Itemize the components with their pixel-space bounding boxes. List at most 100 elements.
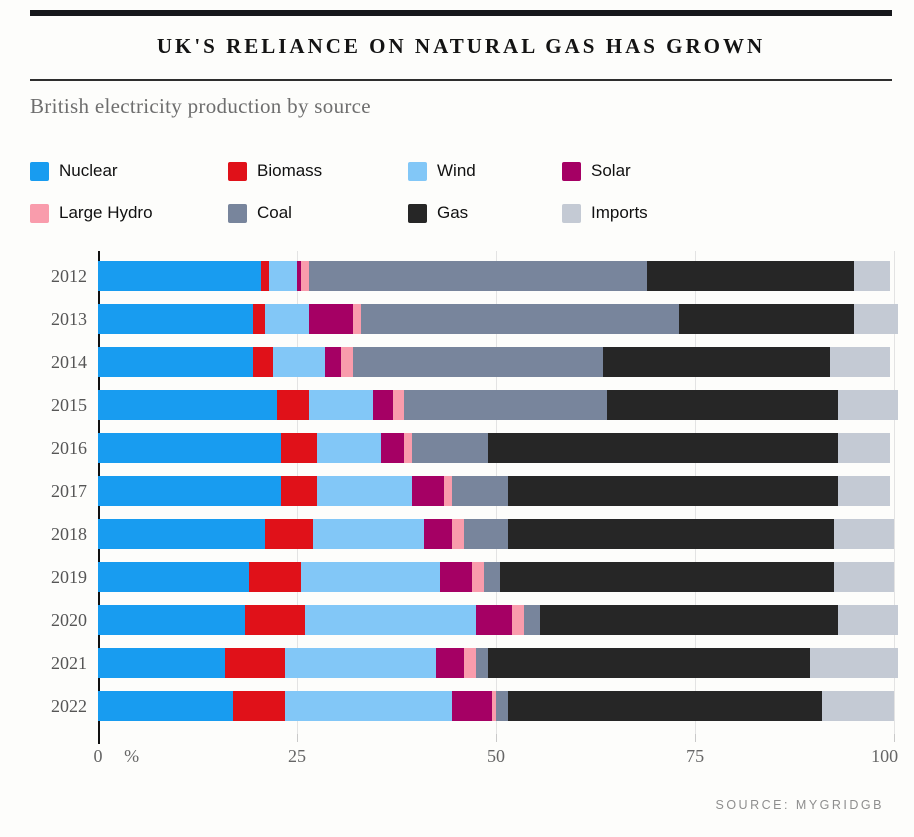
legend-label: Biomass xyxy=(257,161,323,180)
segment-gas-2020 xyxy=(539,605,839,635)
gas-swatch xyxy=(408,203,427,223)
segment-solar-2012 xyxy=(297,261,301,291)
segment-large-hydro-2016 xyxy=(404,433,413,463)
legend-item-gas: Gas xyxy=(408,203,562,223)
nuclear-swatch xyxy=(30,161,49,181)
legend-item-wind: Wind xyxy=(408,161,562,181)
segment-imports-2022 xyxy=(822,691,895,721)
segment-biomass-2014 xyxy=(253,347,274,377)
tick-mark-75 xyxy=(695,734,697,742)
segment-imports-2015 xyxy=(838,390,899,420)
segment-large-hydro-2015 xyxy=(392,390,405,420)
segment-biomass-2016 xyxy=(281,433,317,463)
year-label-2017: 2017 xyxy=(51,480,87,501)
year-label-2015: 2015 xyxy=(51,394,87,415)
x-tick-label-100: 100 xyxy=(871,746,899,766)
segment-gas-2015 xyxy=(607,390,839,420)
segment-gas-2019 xyxy=(500,562,835,592)
bar-row-2013 xyxy=(98,304,914,334)
legend-item-solar: Solar xyxy=(562,161,894,181)
segment-coal-2019 xyxy=(484,562,500,592)
segment-biomass-2013 xyxy=(253,304,266,334)
segment-wind-2022 xyxy=(285,691,453,721)
segment-solar-2021 xyxy=(436,648,465,678)
segment-solar-2016 xyxy=(380,433,405,463)
legend-label: Gas xyxy=(437,203,469,222)
segment-nuclear-2021 xyxy=(98,648,226,678)
segment-large-hydro-2021 xyxy=(464,648,477,678)
segment-solar-2014 xyxy=(324,347,341,377)
segment-wind-2019 xyxy=(300,562,441,592)
segment-biomass-2012 xyxy=(261,261,270,291)
segment-imports-2013 xyxy=(854,304,899,334)
segment-nuclear-2014 xyxy=(98,347,254,377)
segment-gas-2021 xyxy=(488,648,811,678)
segment-solar-2015 xyxy=(372,390,393,420)
segment-imports-2014 xyxy=(830,347,891,377)
segment-nuclear-2012 xyxy=(98,261,262,291)
segment-imports-2021 xyxy=(810,648,899,678)
divider-line xyxy=(30,79,892,81)
segment-imports-2016 xyxy=(838,433,891,463)
segment-biomass-2021 xyxy=(225,648,286,678)
segment-coal-2014 xyxy=(352,347,604,377)
year-label-2012: 2012 xyxy=(51,265,87,286)
segment-imports-2019 xyxy=(834,562,895,592)
segment-coal-2012 xyxy=(308,261,648,291)
segment-wind-2016 xyxy=(316,433,381,463)
stacked-bar-chart: 2012 2013 2014 2015 2016 2017 2018 2019 2020 2021… xyxy=(30,251,914,744)
x-tick-label-75: 75 xyxy=(686,746,705,766)
segment-nuclear-2013 xyxy=(98,304,254,334)
segment-coal-2021 xyxy=(476,648,489,678)
segment-gas-2022 xyxy=(507,691,823,721)
segment-gas-2017 xyxy=(507,476,839,506)
source-credit: SOURCE: MYGRIDGB xyxy=(715,798,884,812)
segment-large-hydro-2013 xyxy=(352,304,361,334)
segment-gas-2014 xyxy=(603,347,831,377)
bar-row-2020 xyxy=(98,605,914,635)
segment-coal-2018 xyxy=(464,519,508,549)
x-axis: 0% 25 50 75 100 xyxy=(94,746,914,768)
year-label-2013: 2013 xyxy=(51,308,87,329)
segment-nuclear-2022 xyxy=(98,691,234,721)
segment-nuclear-2017 xyxy=(98,476,282,506)
segment-coal-2022 xyxy=(496,691,508,721)
segment-wind-2017 xyxy=(316,476,413,506)
segment-coal-2020 xyxy=(523,605,540,635)
segment-wind-2018 xyxy=(312,519,425,549)
tick-mark-100 xyxy=(894,734,896,742)
segment-biomass-2020 xyxy=(245,605,305,635)
tick-mark-50 xyxy=(496,734,498,742)
year-label-2021: 2021 xyxy=(51,652,87,673)
segment-biomass-2019 xyxy=(249,562,301,592)
x-tick-label-25: 25 xyxy=(288,746,307,766)
segment-wind-2015 xyxy=(308,390,373,420)
bar-row-2017 xyxy=(98,476,914,506)
legend-item-coal: Coal xyxy=(228,203,408,223)
biomass-swatch xyxy=(228,161,247,181)
segment-large-hydro-2020 xyxy=(511,605,524,635)
segment-large-hydro-2018 xyxy=(452,519,465,549)
chart-header: UK'S RELIANCE ON NATURAL GAS HAS GROWN B… xyxy=(30,10,892,119)
legend-item-nuclear: Nuclear xyxy=(30,161,228,181)
percent-symbol: % xyxy=(124,746,140,766)
year-label-2014: 2014 xyxy=(51,351,87,372)
bar-row-2018 xyxy=(98,519,914,549)
legend-label: Imports xyxy=(591,203,648,222)
legend-item-biomass: Biomass xyxy=(228,161,408,181)
segment-nuclear-2019 xyxy=(98,562,250,592)
segment-large-hydro-2014 xyxy=(340,347,353,377)
segment-coal-2015 xyxy=(404,390,608,420)
year-label-2022: 2022 xyxy=(51,695,87,716)
large-hydro-swatch xyxy=(30,203,49,223)
segment-coal-2016 xyxy=(412,433,489,463)
bar-row-2021 xyxy=(98,648,914,678)
bar-row-2012 xyxy=(98,261,914,291)
bar-row-2015 xyxy=(98,390,914,420)
y-axis-labels: 2012 2013 2014 2015 2016 2017 2018 2019 2020 2021… xyxy=(30,251,98,734)
segment-solar-2017 xyxy=(412,476,445,506)
legend-item-large-hydro: Large Hydro xyxy=(30,203,228,223)
segment-nuclear-2020 xyxy=(98,605,246,635)
year-label-2018: 2018 xyxy=(51,523,87,544)
wind-swatch xyxy=(408,161,427,181)
